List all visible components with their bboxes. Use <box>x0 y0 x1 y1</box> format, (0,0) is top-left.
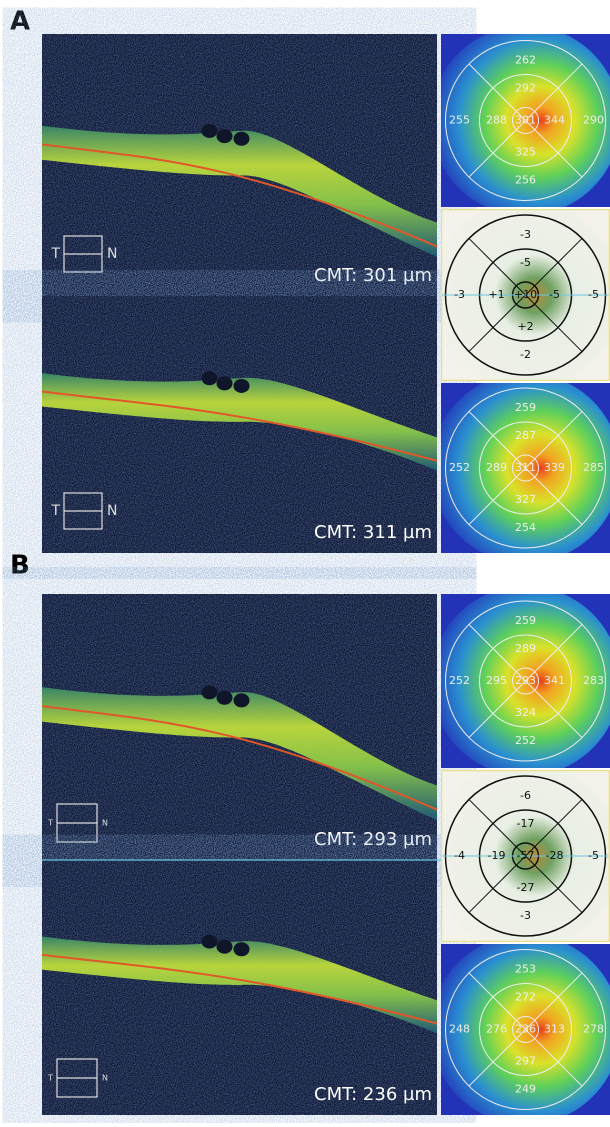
sector-value: -3 <box>520 909 531 922</box>
sector-value: -19 <box>488 849 506 862</box>
oct-scan: T N CMT: 301 µm <box>42 34 437 296</box>
sector-value: 313 <box>544 1023 565 1036</box>
cyst <box>234 132 250 146</box>
sector-value: +1 <box>488 288 504 301</box>
sector-value: 259 <box>515 401 536 414</box>
sector-value: 289 <box>515 642 536 655</box>
thickness-map: 259 289 252 295 293 341 283 324 252 <box>431 586 610 776</box>
sector-value: -28 <box>546 849 564 862</box>
sector-value: 283 <box>583 674 604 687</box>
sector-value: +10 <box>514 288 537 301</box>
sector-value: 311 <box>515 461 536 474</box>
sector-value: -3 <box>520 228 531 241</box>
nasal-label: N <box>102 1074 108 1083</box>
nasal-label: N <box>107 246 117 262</box>
sector-value: 253 <box>515 963 536 976</box>
sector-value: -5 <box>588 288 599 301</box>
thickness-map: 253 272 248 276 236 313 278 297 249 <box>431 935 610 1124</box>
temporal-label: T <box>50 503 60 519</box>
sector-value: 297 <box>515 1055 536 1068</box>
sector-value: 248 <box>449 1023 470 1036</box>
sector-value: 292 <box>515 82 536 95</box>
sector-value: 272 <box>515 991 536 1004</box>
sector-value: 339 <box>544 461 565 474</box>
cyst <box>202 935 218 949</box>
sector-value: 256 <box>515 174 536 187</box>
sector-value: 288 <box>486 114 507 127</box>
cmt-label: CMT: 236 µm <box>314 1084 432 1105</box>
cyst <box>234 942 250 956</box>
sector-value: 252 <box>515 734 536 747</box>
sector-value: 293 <box>515 674 536 687</box>
sector-value: 236 <box>515 1023 536 1036</box>
sector-value: -5 <box>549 288 560 301</box>
sector-value: 324 <box>515 706 536 719</box>
sector-value: -5 <box>588 849 599 862</box>
sector-value: -5 <box>520 256 531 269</box>
sector-value: 259 <box>515 614 536 627</box>
cyst <box>217 691 233 705</box>
sector-value: 255 <box>449 114 470 127</box>
cmt-label: CMT: 311 µm <box>314 522 432 543</box>
sector-value: 252 <box>449 461 470 474</box>
sector-value: 301 <box>515 114 536 127</box>
cyst <box>202 371 218 385</box>
sector-value: 249 <box>515 1083 536 1096</box>
panel-label: B <box>10 551 30 581</box>
panel-label: A <box>10 7 30 37</box>
sector-value: 290 <box>583 114 604 127</box>
sector-value: 344 <box>544 114 565 127</box>
sector-value: -27 <box>517 881 535 894</box>
cyst <box>217 940 233 954</box>
sector-value: 287 <box>515 429 536 442</box>
sector-value: -17 <box>517 817 535 830</box>
thickness-map: 259 287 252 289 311 339 285 327 254 <box>431 373 610 563</box>
sector-value: +2 <box>517 320 533 333</box>
sector-value: 295 <box>486 674 507 687</box>
sector-value: -3 <box>454 288 465 301</box>
thickness-map: 262 292 255 288 301 344 290 325 256 <box>431 26 610 216</box>
nasal-label: N <box>107 503 117 519</box>
cyst <box>217 376 233 390</box>
temporal-label: T <box>50 246 60 262</box>
sector-value: 252 <box>449 674 470 687</box>
cyst <box>217 129 233 143</box>
sector-value: -4 <box>454 849 465 862</box>
oct-scan: T N CMT: 236 µm <box>42 860 437 1115</box>
sector-value: 276 <box>486 1023 507 1036</box>
cyst <box>202 685 218 699</box>
sector-value: -6 <box>520 789 531 802</box>
oct-scan: T N CMT: 311 µm <box>42 296 437 553</box>
sector-value: 254 <box>515 521 536 534</box>
sector-value: 285 <box>583 461 604 474</box>
cyst <box>202 124 218 138</box>
sector-value: 341 <box>544 674 565 687</box>
oct-scan: T N CMT: 293 µm <box>42 594 437 860</box>
change-map: -3 -5 -3 +1 +10 -5 -5 +2 -2 <box>431 200 610 390</box>
sector-value: -2 <box>520 348 531 361</box>
cyst <box>234 379 250 393</box>
sector-value: 289 <box>486 461 507 474</box>
sector-value: 325 <box>515 146 536 159</box>
cmt-label: CMT: 293 µm <box>314 829 432 850</box>
sector-value: -57 <box>517 849 535 862</box>
sector-value: 327 <box>515 493 536 506</box>
cyst <box>234 693 250 707</box>
cmt-label: CMT: 301 µm <box>314 265 432 286</box>
change-map: -6 -17 -4 -19 -57 -28 -5 -27 -3 <box>431 761 610 951</box>
sector-value: 262 <box>515 54 536 67</box>
nasal-label: N <box>102 819 108 828</box>
sector-value: 278 <box>583 1023 604 1036</box>
temporal-label: T <box>47 1074 53 1083</box>
temporal-label: T <box>47 819 53 828</box>
